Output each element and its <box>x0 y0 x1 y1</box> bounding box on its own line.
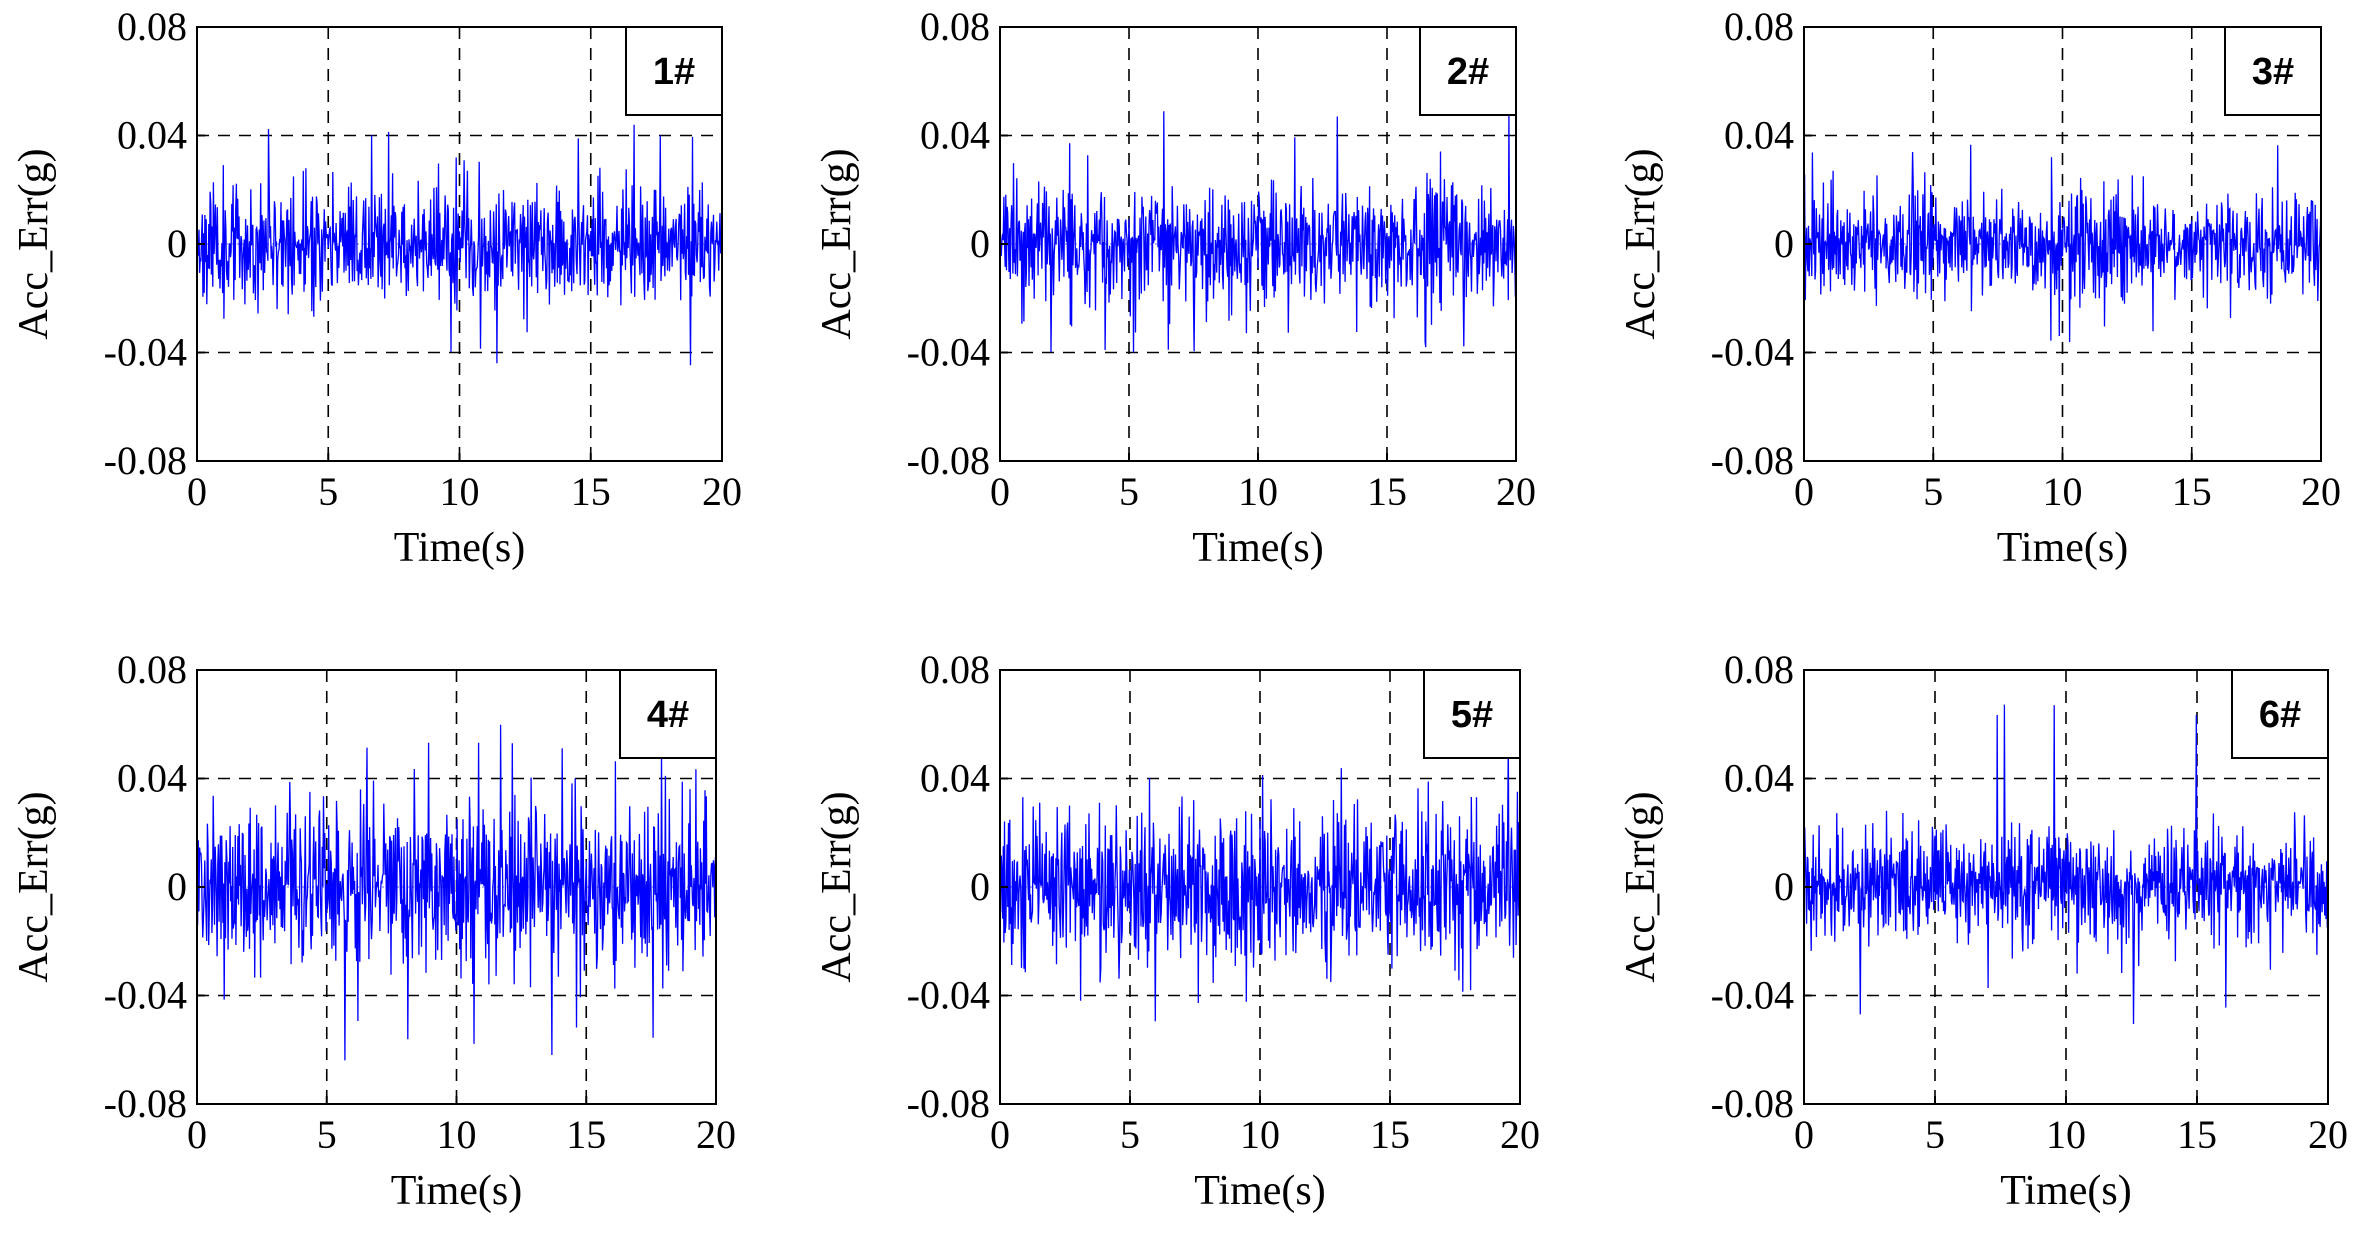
panel-label: 2# <box>1447 51 1489 93</box>
y-tick-label: -0.04 <box>1711 330 1794 375</box>
x-axis-label: Time(s) <box>1192 525 1323 571</box>
panel-label: 1# <box>653 51 695 93</box>
panel-label-box <box>619 669 717 759</box>
chart-panel-4: 0 5 10 15 20 -0.08 -0.04 0 0.04 0.08 Time(s) Acc_Er… <box>11 647 736 1214</box>
y-tick-label: 0 <box>1774 864 1794 909</box>
x-tick-label: 15 <box>1370 1112 1410 1157</box>
x-tick-label: 5 <box>1120 1112 1140 1157</box>
x-tick-label: 10 <box>437 1112 477 1157</box>
x-axis-label: Time(s) <box>2000 1168 2131 1214</box>
signal-line <box>1000 111 1516 353</box>
x-tick-label: 0 <box>1794 1112 1814 1157</box>
y-tick-label: 0.04 <box>117 113 187 158</box>
y-tick-label: 0 <box>1774 221 1794 266</box>
y-tick-label: 0.08 <box>920 4 990 49</box>
y-tick-label: -0.08 <box>1711 1081 1794 1126</box>
y-tick-label: -0.04 <box>1711 973 1794 1018</box>
x-axis-label: Time(s) <box>1997 525 2128 571</box>
x-tick-label: 15 <box>2172 469 2212 514</box>
y-tick-label: 0.08 <box>1724 4 1794 49</box>
x-tick-label: 10 <box>2043 469 2083 514</box>
panel-label-box <box>2224 26 2322 116</box>
x-axis-label: Time(s) <box>391 1168 522 1214</box>
y-tick-label: 0 <box>970 221 990 266</box>
panel-label: 6# <box>2259 694 2301 736</box>
x-tick-label: 20 <box>2308 1112 2348 1157</box>
signal-line <box>1804 704 2328 1025</box>
y-tick-label: -0.08 <box>1711 438 1794 483</box>
chart-panel-6: 0 5 10 15 20 -0.08 -0.04 0 0.04 0.08 Time(s) Acc_Er… <box>1618 647 2348 1214</box>
panel-label-box <box>1423 669 1521 759</box>
chart-panel-2: 0 5 10 15 20 -0.08 -0.04 0 0.04 0.08 Time(s) Acc_Er… <box>814 4 1536 571</box>
x-tick-label: 15 <box>2177 1112 2217 1157</box>
panel-label: 5# <box>1451 694 1493 736</box>
panel-label-box <box>2231 669 2329 759</box>
x-tick-label: 5 <box>1119 469 1139 514</box>
x-tick-label: 15 <box>1367 469 1407 514</box>
y-tick-label: 0.04 <box>920 113 990 158</box>
x-tick-label: 20 <box>696 1112 736 1157</box>
y-tick-label: 0.04 <box>920 756 990 801</box>
x-tick-label: 5 <box>1923 469 1943 514</box>
x-tick-label: 10 <box>2046 1112 2086 1157</box>
signal-line <box>197 124 722 366</box>
y-axis-label: Acc_Err(g) <box>11 791 57 982</box>
x-tick-label: 5 <box>317 1112 337 1157</box>
y-tick-label: 0.08 <box>1724 647 1794 692</box>
x-tick-label: 20 <box>1496 469 1536 514</box>
y-axis-label: Acc_Err(g) <box>814 148 860 339</box>
y-tick-label: -0.04 <box>907 330 990 375</box>
x-tick-label: 15 <box>571 469 611 514</box>
x-tick-label: 5 <box>1925 1112 1945 1157</box>
y-tick-label: -0.04 <box>104 973 187 1018</box>
panel-label: 4# <box>647 694 689 736</box>
x-tick-label: 0 <box>990 1112 1010 1157</box>
y-tick-label: -0.08 <box>104 438 187 483</box>
y-tick-label: -0.04 <box>104 330 187 375</box>
y-tick-label: 0.04 <box>117 756 187 801</box>
y-axis-label: Acc_Err(g) <box>1618 148 1664 339</box>
x-tick-label: 10 <box>1240 1112 1280 1157</box>
y-tick-label: 0 <box>167 864 187 909</box>
y-tick-label: 0.04 <box>1724 113 1794 158</box>
chart-panel-1: 0 5 10 15 20 -0.08 -0.04 0 0.04 0.08 Time(s) Acc_Er… <box>11 4 742 571</box>
signal-line <box>1000 740 1520 1022</box>
x-tick-label: 0 <box>990 469 1010 514</box>
chart-panel-3: 0 5 10 15 20 -0.08 -0.04 0 0.04 0.08 Time(s) Acc_Er… <box>1618 4 2341 571</box>
x-tick-label: 5 <box>318 469 338 514</box>
panel-label-box <box>1419 26 1517 116</box>
x-tick-label: 0 <box>1794 469 1814 514</box>
x-tick-label: 10 <box>440 469 480 514</box>
x-tick-label: 0 <box>187 1112 207 1157</box>
y-tick-label: -0.08 <box>907 1081 990 1126</box>
y-tick-label: 0 <box>970 864 990 909</box>
y-tick-label: 0 <box>167 221 187 266</box>
x-tick-label: 20 <box>702 469 742 514</box>
y-tick-label: -0.08 <box>907 438 990 483</box>
panel-label-box <box>625 26 723 116</box>
x-tick-label: 15 <box>566 1112 606 1157</box>
x-tick-label: 10 <box>1238 469 1278 514</box>
signal-line <box>197 724 716 1061</box>
y-tick-label: 0.08 <box>920 647 990 692</box>
x-tick-label: 20 <box>2301 469 2341 514</box>
y-tick-label: -0.04 <box>907 973 990 1018</box>
y-tick-label: -0.08 <box>104 1081 187 1126</box>
chart-panel-5: 0 5 10 15 20 -0.08 -0.04 0 0.04 0.08 Time(s) Acc_Er… <box>814 647 1540 1214</box>
y-axis-label: Acc_Err(g) <box>1618 791 1664 982</box>
x-axis-label: Time(s) <box>1194 1168 1325 1214</box>
y-axis-label: Acc_Err(g) <box>814 791 860 982</box>
x-tick-label: 20 <box>1500 1112 1540 1157</box>
x-axis-label: Time(s) <box>394 525 525 571</box>
y-axis-label: Acc_Err(g) <box>11 148 57 339</box>
panel-label: 3# <box>2252 51 2294 93</box>
y-tick-label: 0.04 <box>1724 756 1794 801</box>
y-tick-label: 0.08 <box>117 647 187 692</box>
y-tick-label: 0.08 <box>117 4 187 49</box>
x-tick-label: 0 <box>187 469 207 514</box>
signal-line <box>1804 144 2321 343</box>
